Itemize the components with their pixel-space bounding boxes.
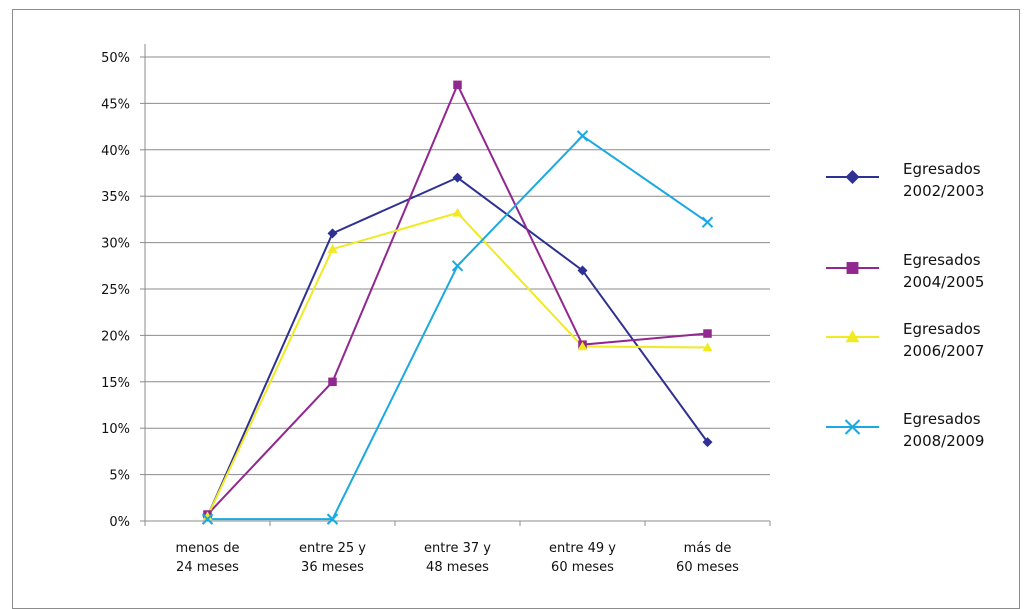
legend-item-egresados-2006-2007: Egresados 2006/2007 bbox=[826, 320, 984, 360]
y-tick-label: 45% bbox=[101, 97, 130, 112]
legend-label: Egresados 2008/2009 bbox=[903, 410, 984, 450]
x-marker-stroke bbox=[701, 216, 714, 228]
data-point-egresados-2008-2009 bbox=[576, 130, 589, 142]
data-point-egresados-2008-2009 bbox=[701, 216, 714, 228]
data-point-egresados-2004-2005 bbox=[453, 80, 462, 90]
data-point-egresados-2006-2007 bbox=[702, 342, 713, 352]
x-tick-labels: menos de 24 meses entre 25 y 36 meses entre … bbox=[175, 541, 739, 575]
series-markers bbox=[201, 80, 714, 525]
legend-label: Egresados 2006/2007 bbox=[903, 320, 984, 360]
y-tick-label: 10% bbox=[101, 422, 130, 437]
line-chart: 0% 5% 10% 15% 20% 25% 30% 35% 40% 45% 50% menos de… bbox=[101, 44, 984, 575]
x-marker-stroke bbox=[451, 260, 464, 272]
legend-item-egresados-2004-2005: Egresados 2004/2005 bbox=[826, 251, 984, 291]
x-marker-stroke bbox=[326, 513, 339, 525]
x-tick-label: entre 49 y 60 meses bbox=[549, 541, 616, 575]
y-tick-label: 25% bbox=[101, 283, 130, 298]
data-point-egresados-2002-2003 bbox=[577, 265, 588, 276]
data-point-egresados-2006-2007 bbox=[452, 207, 463, 217]
y-tick-label: 20% bbox=[101, 329, 130, 344]
x-tick-label: entre 25 y 36 meses bbox=[299, 541, 366, 575]
x-tick-label: entre 37 y 48 meses bbox=[424, 541, 491, 575]
y-tick-label: 50% bbox=[101, 51, 130, 66]
legend-item-egresados-2008-2009: Egresados 2008/2009 bbox=[826, 410, 984, 450]
x-marker-stroke bbox=[576, 130, 589, 142]
axes bbox=[140, 44, 771, 526]
data-point-egresados-2008-2009 bbox=[451, 260, 464, 272]
data-point-egresados-2008-2009 bbox=[201, 513, 214, 525]
y-tick-label: 35% bbox=[101, 190, 130, 205]
y-tick-label: 0% bbox=[109, 515, 130, 530]
legend-item-egresados-2002-2003: Egresados 2002/2003 bbox=[826, 160, 984, 200]
gridlines bbox=[145, 56, 770, 476]
legend-label: Egresados 2002/2003 bbox=[903, 160, 984, 200]
data-point-egresados-2004-2005 bbox=[703, 329, 712, 338]
series-line-egresados-2004-2005 bbox=[206, 82, 708, 516]
data-point-egresados-2008-2009 bbox=[326, 513, 339, 525]
x-marker-stroke bbox=[201, 513, 214, 525]
data-point-egresados-2006-2007 bbox=[577, 341, 588, 351]
data-point-egresados-2002-2003 bbox=[702, 437, 713, 448]
legend: Egresados 2002/2003 Egresados 2004/2005 Egre… bbox=[826, 160, 984, 450]
y-tick-label: 15% bbox=[101, 376, 130, 391]
data-point-egresados-2002-2003 bbox=[327, 228, 338, 239]
x-tick-label: más de 60 meses bbox=[676, 541, 739, 575]
series-line-egresados-2006-2007 bbox=[206, 211, 708, 517]
data-point-egresados-2002-2003 bbox=[452, 172, 463, 183]
y-tick-label: 30% bbox=[101, 237, 130, 252]
x-marker-stroke bbox=[844, 419, 861, 435]
y-tick-label: 5% bbox=[109, 469, 130, 484]
legend-swatch-marker bbox=[845, 330, 860, 343]
y-tick-label: 40% bbox=[101, 144, 130, 159]
legend-swatch-marker bbox=[846, 262, 859, 274]
x-tick-label: menos de 24 meses bbox=[175, 541, 239, 575]
data-point-egresados-2004-2005 bbox=[328, 377, 337, 387]
y-tick-labels: 0% 5% 10% 15% 20% 25% 30% 35% 40% 45% 50% bbox=[101, 51, 130, 530]
data-point-egresados-2006-2007 bbox=[327, 244, 338, 253]
legend-label: Egresados 2004/2005 bbox=[903, 251, 984, 291]
series-line-egresados-2008-2009 bbox=[207, 134, 709, 521]
legend-swatch-marker bbox=[845, 170, 860, 184]
legend-swatch-marker bbox=[844, 419, 861, 435]
